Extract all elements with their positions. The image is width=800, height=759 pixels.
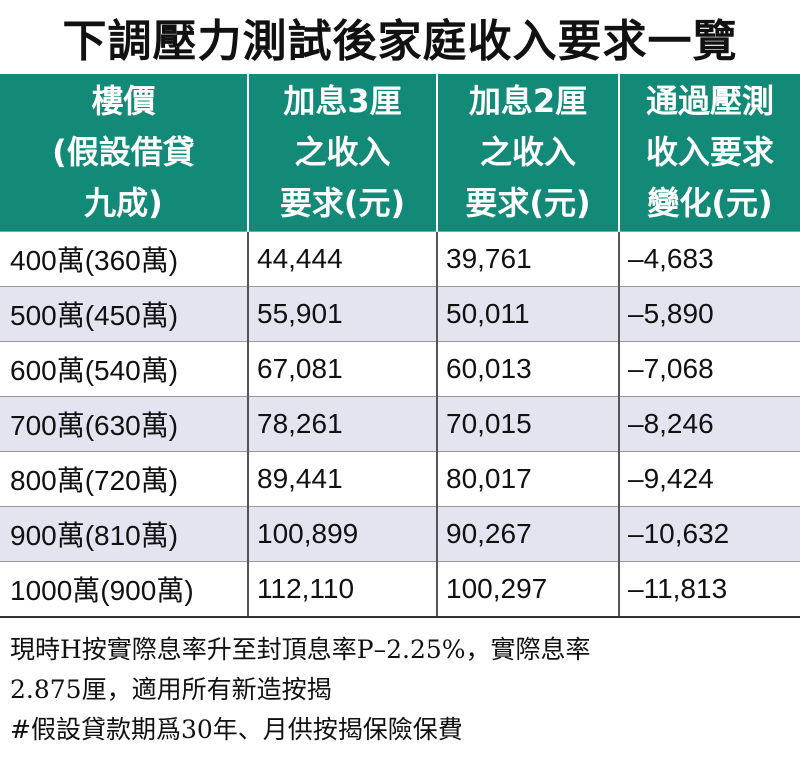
footnote-line: 2.875厘，適用所有新造按揭	[10, 675, 332, 704]
table-row: 800萬(720萬) 89,441 80,017 –9,424	[0, 451, 800, 507]
table-header-row: 樓價 (假設借貸 九成) 加息3厘 之收入 要求(元) 加息2厘 之收入 要求(…	[0, 74, 800, 232]
header-line: 要求(元)	[465, 184, 591, 222]
cell-price: 900萬(810萬)	[0, 506, 248, 562]
cell-change: –10,632	[618, 506, 800, 562]
cell-price: 800萬(720萬)	[0, 451, 248, 507]
cell-change: –9,424	[618, 451, 800, 507]
header-line: 要求(元)	[279, 184, 406, 222]
header-line: 之收入	[294, 133, 391, 171]
table-row: 900萬(810萬) 100,899 90,267 –10,632	[0, 506, 800, 562]
cell-income-3: 89,441	[247, 451, 437, 507]
cell-price: 700萬(630萬)	[0, 396, 248, 452]
header-line: 通過壓測	[645, 82, 774, 120]
cell-change: –11,813	[618, 561, 800, 618]
footnote-line: 現時H按實際息率升至封頂息率P–2.25%，實際息率	[10, 635, 591, 664]
page-title: 下調壓力測試後家庭收入要求一覽	[62, 16, 738, 67]
cell-income-2: 70,015	[436, 396, 619, 452]
cell-price: 600萬(540萬)	[0, 341, 248, 397]
header-line: 收入要求	[645, 133, 774, 171]
footnote-line: #假設貸款期爲30年、月供按揭保險保費	[10, 715, 463, 744]
table-row: 500萬(450萬) 55,901 50,011 –5,890	[0, 286, 800, 342]
header-line: 變化(元)	[647, 184, 773, 222]
cell-income-2: 100,297	[436, 561, 619, 618]
cell-income-3: 100,899	[247, 506, 437, 562]
header-rate-plus-2: 加息2厘 之收入 要求(元)	[436, 74, 619, 232]
cell-price: 400萬(360萬)	[0, 231, 248, 287]
income-requirement-table: 樓價 (假設借貸 九成) 加息3厘 之收入 要求(元) 加息2厘 之收入 要求(…	[0, 74, 800, 618]
cell-price: 1000萬(900萬)	[0, 561, 248, 618]
cell-income-3: 67,081	[247, 341, 437, 397]
table-row: 600萬(540萬) 67,081 60,013 –7,068	[0, 341, 800, 397]
table-row: 400萬(360萬) 44,444 39,761 –4,683	[0, 231, 800, 287]
header-property-price: 樓價 (假設借貸 九成)	[0, 74, 248, 232]
header-line: 加息2厘	[468, 82, 588, 120]
cell-income-3: 112,110	[247, 561, 437, 618]
cell-change: –8,246	[618, 396, 800, 452]
footnotes: 現時H按實際息率升至封頂息率P–2.25%，實際息率 2.875厘，適用所有新造…	[10, 630, 790, 750]
table-row: 1000萬(900萬) 112,110 100,297 –11,813	[0, 561, 800, 618]
header-line: 之收入	[479, 133, 576, 171]
header-line: 加息3厘	[283, 82, 402, 120]
cell-income-2: 60,013	[436, 341, 619, 397]
cell-income-2: 50,011	[436, 286, 619, 342]
cell-income-3: 55,901	[247, 286, 437, 342]
header-line: 九成)	[84, 184, 163, 222]
cell-change: –4,683	[618, 231, 800, 287]
header-line: (假設借貸	[52, 133, 195, 171]
cell-change: –7,068	[618, 341, 800, 397]
cell-price: 500萬(450萬)	[0, 286, 248, 342]
header-line: 樓價	[91, 82, 156, 120]
cell-income-3: 44,444	[247, 231, 437, 287]
table-row: 700萬(630萬) 78,261 70,015 –8,246	[0, 396, 800, 452]
cell-change: –5,890	[618, 286, 800, 342]
cell-income-3: 78,261	[247, 396, 437, 452]
header-income-change: 通過壓測 收入要求 變化(元)	[618, 74, 800, 232]
cell-income-2: 39,761	[436, 231, 619, 287]
cell-income-2: 80,017	[436, 451, 619, 507]
header-rate-plus-3: 加息3厘 之收入 要求(元)	[247, 74, 437, 232]
cell-income-2: 90,267	[436, 506, 619, 562]
